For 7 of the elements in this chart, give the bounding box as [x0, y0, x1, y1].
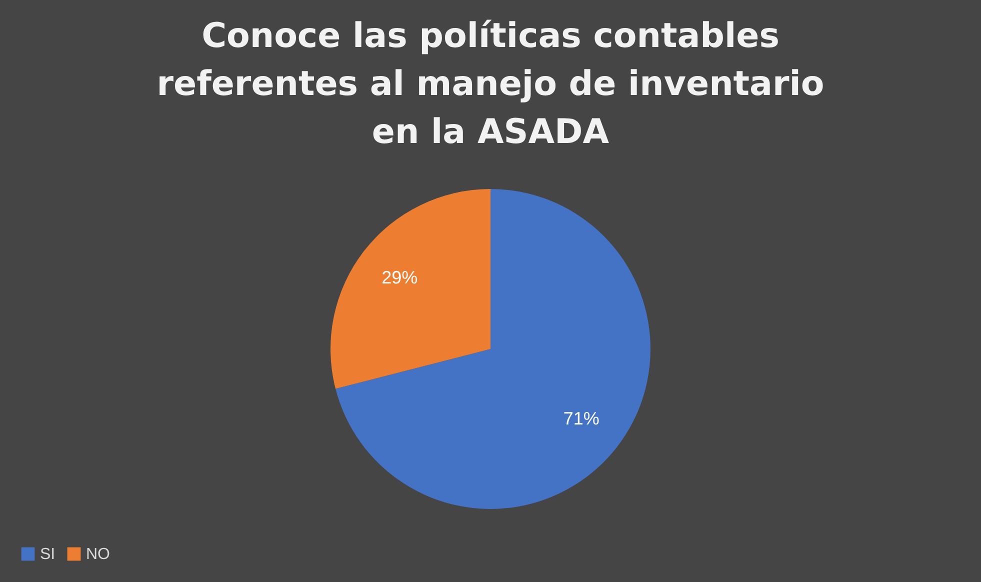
data-label: 29%: [382, 268, 418, 288]
pie-slice: [336, 189, 650, 509]
pie-slice: [330, 189, 490, 389]
data-label: 71%: [563, 408, 600, 428]
legend-label: NO: [86, 546, 110, 563]
legend-label: SI: [40, 546, 56, 563]
chart-title: Conoce las políticas contables referentes al manejo de inventario en la ASADA: [156, 16, 824, 152]
